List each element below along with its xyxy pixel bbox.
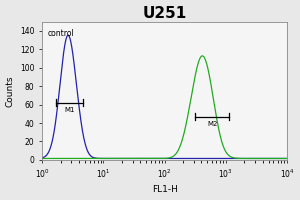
- Text: M2: M2: [207, 121, 218, 127]
- X-axis label: FL1-H: FL1-H: [152, 185, 178, 194]
- Title: U251: U251: [142, 6, 187, 21]
- Y-axis label: Counts: Counts: [6, 75, 15, 107]
- Text: M1: M1: [64, 107, 75, 113]
- Text: control: control: [47, 29, 74, 38]
